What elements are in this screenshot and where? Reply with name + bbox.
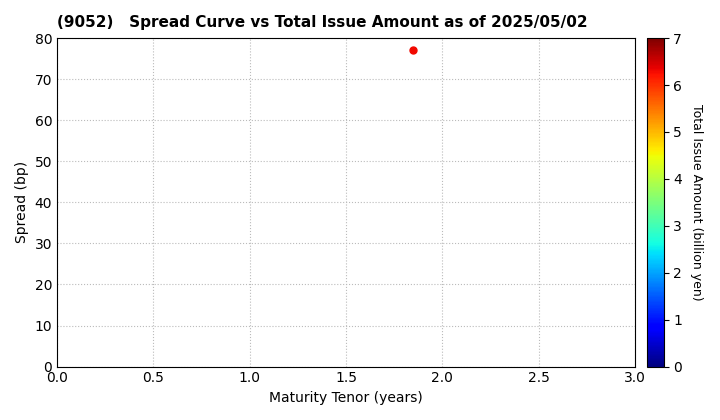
Y-axis label: Total Issue Amount (billion yen): Total Issue Amount (billion yen)	[690, 104, 703, 301]
Text: (9052)   Spread Curve vs Total Issue Amount as of 2025/05/02: (9052) Spread Curve vs Total Issue Amoun…	[57, 15, 588, 30]
Y-axis label: Spread (bp): Spread (bp)	[15, 161, 29, 244]
Point	[408, 47, 419, 54]
X-axis label: Maturity Tenor (years): Maturity Tenor (years)	[269, 391, 423, 405]
